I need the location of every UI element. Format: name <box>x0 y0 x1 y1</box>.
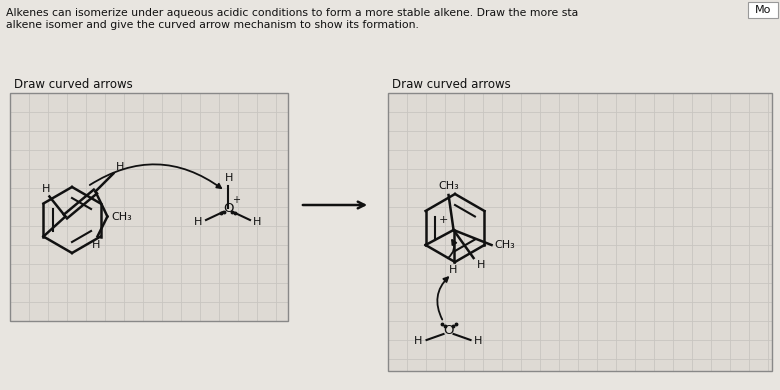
Text: CH₃: CH₃ <box>438 181 459 191</box>
FancyBboxPatch shape <box>10 93 288 321</box>
Text: Alkenes can isomerize under aqueous acidic conditions to form a more stable alke: Alkenes can isomerize under aqueous acid… <box>6 8 578 18</box>
Text: Draw curved arrows: Draw curved arrows <box>392 78 511 91</box>
Text: H: H <box>92 239 101 250</box>
Text: O: O <box>223 202 233 214</box>
Text: H: H <box>473 336 482 346</box>
Text: alkene isomer and give the curved arrow mechanism to show its formation.: alkene isomer and give the curved arrow … <box>6 20 419 30</box>
FancyBboxPatch shape <box>748 2 778 18</box>
Text: H: H <box>193 217 202 227</box>
Text: +: + <box>439 215 448 225</box>
Text: H: H <box>115 161 124 172</box>
Text: O: O <box>443 323 454 337</box>
Text: CH₃: CH₃ <box>495 240 516 250</box>
Text: H: H <box>42 184 51 195</box>
FancyBboxPatch shape <box>388 93 772 371</box>
Text: H: H <box>449 265 458 275</box>
Text: +: + <box>232 195 240 205</box>
Text: H: H <box>253 217 261 227</box>
Text: H: H <box>414 336 423 346</box>
Text: CH₃: CH₃ <box>112 211 132 222</box>
Text: Draw curved arrows: Draw curved arrows <box>14 78 133 91</box>
Text: Mo: Mo <box>755 5 771 15</box>
Text: H: H <box>477 260 485 270</box>
Text: H: H <box>225 173 233 183</box>
